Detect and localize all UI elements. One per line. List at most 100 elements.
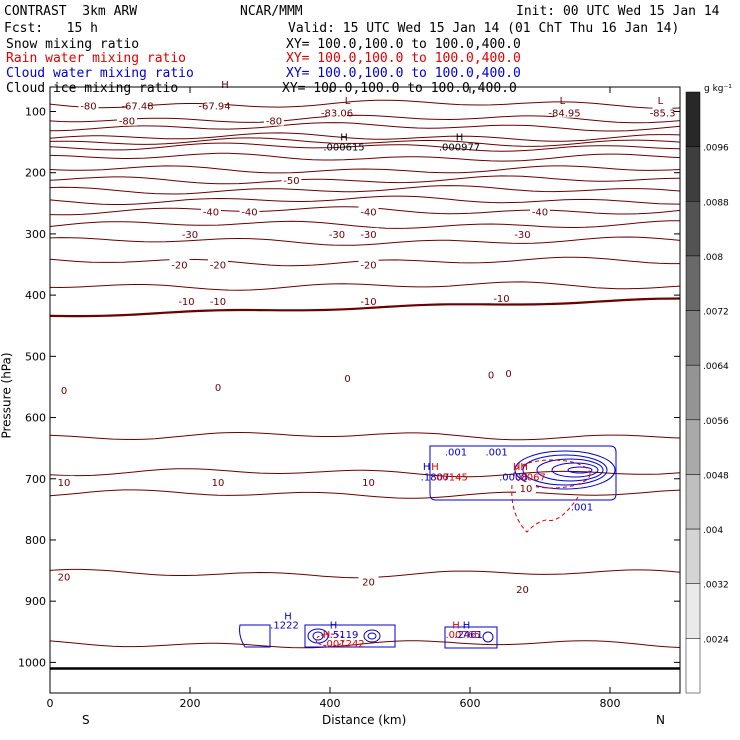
- colorbar-label: .0096: [703, 144, 729, 154]
- colorbar-swatch: [685, 583, 701, 639]
- extremum-label: .001242: [323, 639, 364, 650]
- field-cloud-name: Cloud water mixing ratio: [6, 66, 194, 81]
- isotherm-m35: [49, 185, 681, 195]
- extremum-label: H: [221, 80, 229, 91]
- contour-label: -30: [360, 230, 376, 241]
- x-tick-label: 400: [320, 697, 341, 710]
- extremum-label: .000615: [323, 143, 364, 154]
- contour-label: 0: [488, 371, 494, 382]
- extremum-label: H: [456, 132, 464, 143]
- isotherm-m60: [49, 137, 681, 147]
- contour-label: -10: [178, 297, 194, 308]
- extremum-label: .001: [445, 447, 467, 458]
- contour-label: -10: [360, 297, 376, 308]
- contour-label: -20: [360, 261, 376, 272]
- isotherm-15: [49, 489, 681, 499]
- contour-label-bg: [208, 295, 228, 307]
- extremum-label: L: [345, 96, 351, 107]
- cloud-contour: [482, 631, 494, 643]
- extremum-label: H: [330, 621, 338, 632]
- extremum-label: L: [658, 96, 664, 107]
- y-tick-label: 1000: [18, 656, 46, 669]
- contour-label: 10: [362, 478, 375, 489]
- contour-label: 10: [212, 478, 225, 489]
- extremum-label: H: [452, 621, 460, 632]
- colorbar-label: .0088: [703, 198, 729, 208]
- extremum-label: H: [340, 132, 348, 143]
- cloud-contour: [567, 466, 593, 474]
- contour-label-bg: [327, 227, 347, 239]
- contour-label-bg: [180, 227, 200, 239]
- contour-label-bg: [127, 99, 148, 111]
- extremum-label: H: [423, 462, 431, 473]
- x-axis-north: N: [656, 713, 665, 727]
- extremum-label: L: [560, 96, 566, 107]
- contour-label-bg: [208, 258, 228, 270]
- contour-label-bg: [264, 114, 284, 126]
- chart-title: CONTRAST 3km ARW: [4, 4, 138, 19]
- colorbar-swatch: [685, 364, 701, 421]
- center-label: NCAR/MMM: [240, 4, 303, 19]
- contour-label-bg: [358, 258, 379, 270]
- contour-label-bg: [54, 475, 74, 487]
- y-tick-label: 300: [25, 228, 46, 241]
- contour-label-bg: [516, 481, 536, 493]
- contour-label-bg: [337, 371, 358, 383]
- contour-label: -30: [514, 230, 530, 241]
- contour-label: -80: [80, 101, 96, 112]
- contour-label-bg: [512, 582, 533, 594]
- y-tick-label: 700: [25, 473, 46, 486]
- colorbar-label: .0048: [703, 471, 729, 481]
- cloud-contour: [444, 626, 498, 649]
- x-tick-label: 0: [47, 697, 54, 710]
- contour-label-bg: [554, 106, 575, 118]
- cloud-contour: [551, 462, 599, 478]
- field-cloud-xy: XY= 100.0,100.0 to 100.0,400.0: [286, 66, 521, 81]
- extremum-label: H: [431, 462, 439, 473]
- contour-label-bg: [169, 258, 190, 270]
- field-snow-xy: XY= 100.0,100.0 to 100.0,400.0: [286, 37, 521, 52]
- contour-label: -40: [203, 207, 219, 218]
- cloud-contour: [363, 629, 381, 643]
- contour-label-bg: [358, 205, 379, 217]
- contour-label: 0: [344, 374, 350, 385]
- isotherm-0: [49, 297, 681, 318]
- extremum-label: HH: [513, 462, 528, 473]
- contour-label-bg: [239, 205, 260, 217]
- y-axis-title: Pressure (hPa): [0, 352, 14, 439]
- contour-label: 0: [505, 369, 511, 380]
- contour-label: 0: [215, 383, 221, 394]
- cloud-contour: [307, 628, 329, 644]
- colorbar-label: .004: [703, 526, 723, 536]
- cloud-contour: [239, 624, 271, 648]
- extremum-label: .001: [485, 447, 507, 458]
- contour-label: -67.94: [198, 101, 230, 112]
- isotherm-m60: [49, 142, 681, 152]
- rain-contour: [513, 459, 591, 489]
- isotherm-m5: [49, 281, 681, 291]
- x-tick-label: 200: [180, 697, 201, 710]
- isotherm-m80: [49, 99, 681, 109]
- extremum-label: H: [463, 621, 471, 632]
- valid-time: Valid: 15 UTC Wed 15 Jan 14 (01 ChT Thu …: [288, 21, 680, 36]
- contour-label: 0: [61, 386, 67, 397]
- contour-label-bg: [498, 366, 519, 378]
- contour-label-bg: [54, 570, 74, 582]
- colorbar-label: .0056: [703, 417, 729, 427]
- contour-label: 10: [520, 484, 533, 495]
- contour-label: 20: [362, 578, 375, 589]
- isotherm-m15: [49, 236, 681, 246]
- y-tick-label: 100: [25, 105, 46, 118]
- colorbar-swatch: [685, 310, 701, 366]
- isotherm-25: [49, 640, 681, 649]
- field-ice-name: Cloud ice mixing ratio: [6, 81, 179, 96]
- x-axis-south: S: [82, 713, 90, 727]
- isotherm-m30: [49, 195, 681, 205]
- y-tick-label: 600: [25, 412, 46, 425]
- field-rain-xy: XY= 100.0,100.0 to 100.0,400.0: [286, 51, 521, 66]
- contour-label: -80: [266, 117, 282, 128]
- colorbar-label: .0024: [703, 635, 729, 645]
- contour-label-bg: [176, 295, 197, 307]
- forecast-hour: Fcst: 15 h: [4, 21, 98, 36]
